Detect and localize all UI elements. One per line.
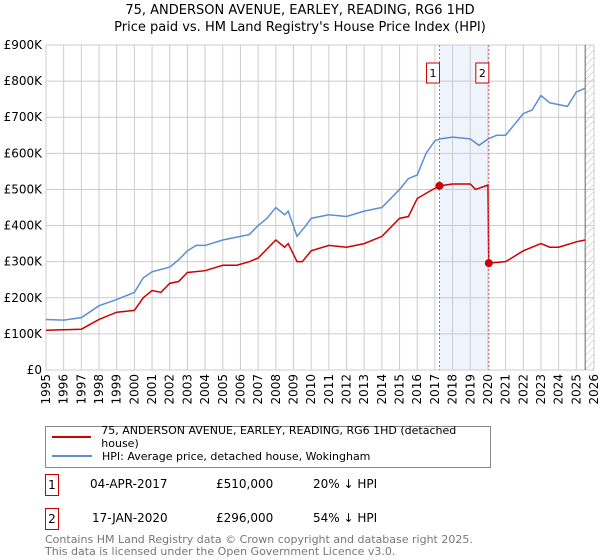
transaction-hpi: 20% ↓ HPI <box>313 477 378 491</box>
x-tick-label: 2016 <box>410 374 424 405</box>
transaction-date: 17-JAN-2020 <box>92 511 168 525</box>
transaction-badge: 1 <box>45 474 59 496</box>
y-tick-label: £800K <box>4 74 44 88</box>
sale-badge-label: 1 <box>429 67 436 80</box>
x-tick-label: 1996 <box>57 374 71 405</box>
transaction-date: 04-APR-2017 <box>90 477 168 491</box>
sale-badge-label: 2 <box>479 67 486 80</box>
x-tick-label: 2006 <box>233 374 247 405</box>
sales-period-band <box>439 45 489 370</box>
sale-point <box>435 181 444 190</box>
x-tick-label: 2008 <box>269 374 283 405</box>
x-tick-label: 1995 <box>39 374 53 405</box>
x-tick-label: 2019 <box>463 374 477 405</box>
sale-badge <box>425 62 440 84</box>
footer: Contains HM Land Registry data © Crown c… <box>45 534 473 558</box>
x-tick-label: 2001 <box>145 374 159 405</box>
legend-label: HPI: Average price, detached house, Woki… <box>102 449 371 463</box>
x-tick-label: 2005 <box>216 374 230 405</box>
x-tick-label: 2010 <box>304 374 318 405</box>
x-tick-label: 2013 <box>357 374 371 405</box>
sale-badge <box>475 62 490 84</box>
x-tick-label: 2004 <box>198 374 212 405</box>
x-tick-label: 2020 <box>481 374 495 405</box>
y-tick-label: £900K <box>4 38 44 52</box>
x-tick-label: 1998 <box>92 374 106 405</box>
x-tick-label: 2026 <box>587 374 600 405</box>
x-tick-label: 2007 <box>251 374 265 405</box>
x-tick-label: 2015 <box>393 374 407 405</box>
y-tick-label: £700K <box>4 110 44 124</box>
x-tick-label: 2014 <box>375 374 389 405</box>
x-tick-label: 2012 <box>340 374 354 405</box>
transaction-badge: 2 <box>45 508 59 530</box>
x-tick-label: 2023 <box>534 374 548 405</box>
legend-swatch <box>52 455 92 457</box>
y-tick-label: £600K <box>4 146 44 160</box>
subtitle-line: Price paid vs. HM Land Registry's House … <box>114 20 486 35</box>
legend-label: 75, ANDERSON AVENUE, EARLEY, READING, RG… <box>101 424 457 450</box>
legend-swatch <box>52 436 92 438</box>
x-tick-label: 2018 <box>446 374 460 405</box>
legend: 75, ANDERSON AVENUE, EARLEY, READING, RG… <box>45 424 491 468</box>
x-tick-label: 2002 <box>163 374 177 405</box>
x-tick-label: 2017 <box>428 374 442 405</box>
x-tick-label: 2024 <box>552 374 566 405</box>
y-tick-label: £0 <box>27 363 42 377</box>
y-tick-label: £300K <box>4 255 44 269</box>
footer-line: Contains HM Land Registry data © Crown c… <box>45 533 473 546</box>
x-tick-label: 2011 <box>322 374 336 405</box>
x-tick-label: 1997 <box>74 374 88 405</box>
x-tick-label: 2021 <box>499 374 513 405</box>
legend-item-property: 75, ANDERSON AVENUE, EARLEY, READING, RG… <box>52 424 490 450</box>
sale-point <box>484 259 493 268</box>
y-tick-label: £500K <box>4 182 44 196</box>
y-tick-label: £100K <box>4 327 44 341</box>
y-tick-label: £400K <box>4 219 44 233</box>
forecast-hatch <box>585 45 594 370</box>
title-line: 75, ANDERSON AVENUE, EARLEY, READING, RG… <box>125 3 475 18</box>
x-tick-label: 2003 <box>180 374 194 405</box>
y-tick-label: £200K <box>4 291 44 305</box>
price-chart: 1995 1996 1997 1998 1999 2000 2001 2002 2003 2004… <box>4 38 600 405</box>
transaction-price: £510,000 <box>216 477 274 491</box>
series-line <box>45 183 586 332</box>
x-tick-label: 2000 <box>127 374 141 405</box>
footer-line: This data is licensed under the Open Gov… <box>45 545 396 558</box>
chart-title: 75, ANDERSON AVENUE, EARLEY, READING, RG… <box>0 2 600 36</box>
x-tick-label: 2009 <box>286 374 300 405</box>
x-tick-label: 2025 <box>569 374 583 405</box>
transaction-price: £296,000 <box>216 511 274 525</box>
legend-item-hpi: HPI: Average price, detached house, Woki… <box>52 447 370 465</box>
x-tick-label: 2022 <box>516 374 530 405</box>
x-tick-label: 1999 <box>110 374 124 405</box>
series-line <box>45 87 586 321</box>
transaction-hpi: 54% ↓ HPI <box>313 511 378 525</box>
